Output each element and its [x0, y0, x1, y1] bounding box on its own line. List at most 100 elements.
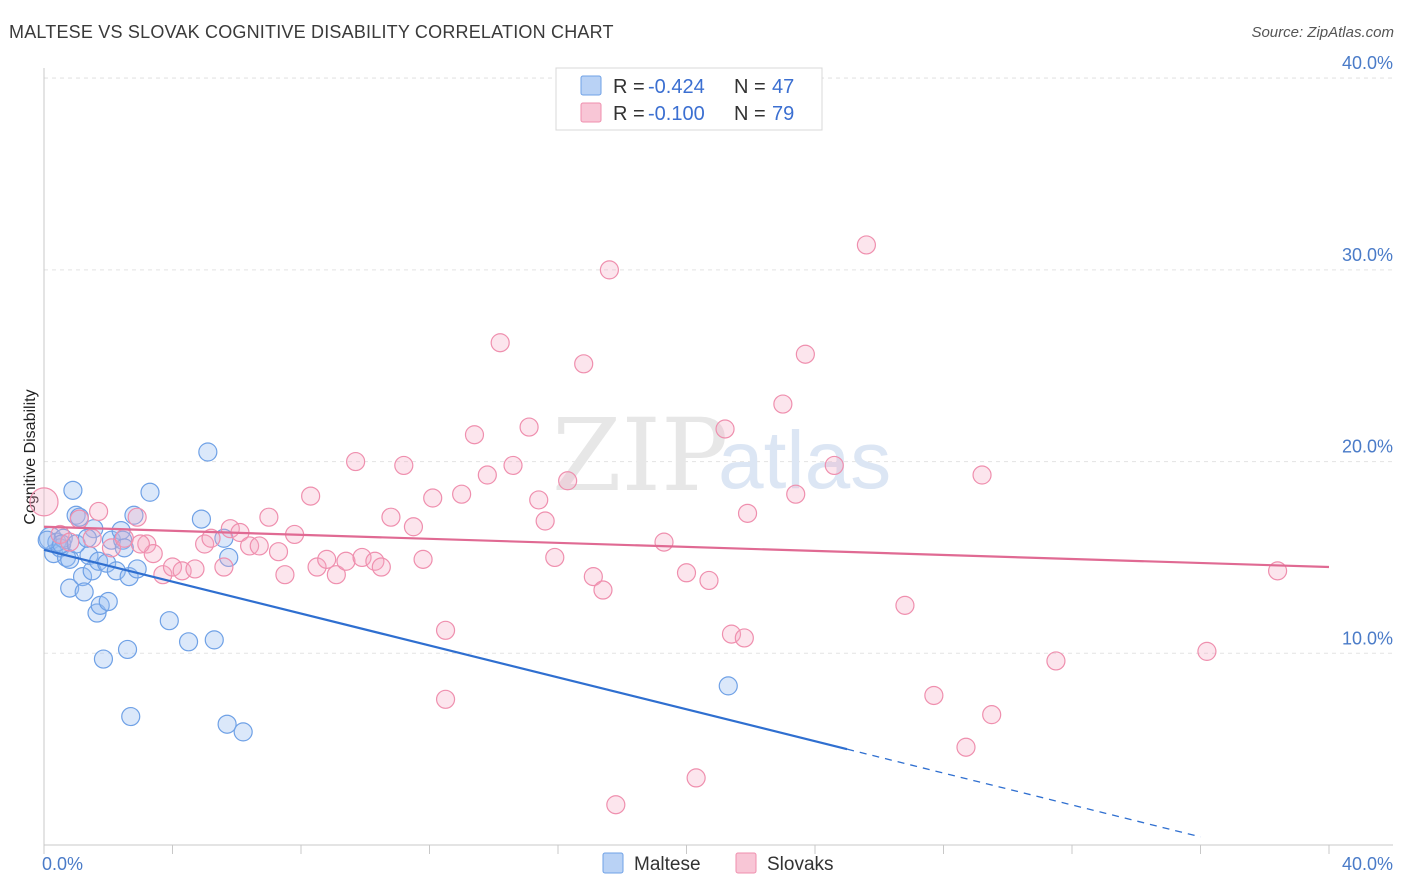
bottom-legend-label-maltese: Maltese — [634, 854, 701, 875]
slovaks-point-9 — [137, 534, 157, 554]
slovaks-point-46 — [503, 455, 523, 476]
slovaks-point-30 — [336, 551, 356, 571]
slovaks-point-34 — [371, 557, 391, 577]
slovaks-point-65 — [773, 394, 793, 414]
slovaks-point-50 — [545, 547, 565, 568]
slovaks-point-6 — [101, 538, 122, 558]
slovaks-point-20 — [240, 536, 260, 556]
slovaks-point-35 — [381, 507, 401, 527]
slovaks-point-36 — [394, 455, 414, 476]
slovaks-point-72 — [956, 737, 976, 757]
x-tick-label-min: 0.0% — [42, 854, 83, 874]
slovaks-point-51 — [558, 471, 578, 491]
grid-lines — [44, 77, 1393, 654]
slovaks-point-58 — [676, 563, 697, 583]
maltese-point-29 — [121, 706, 141, 727]
legend-swatch-maltese — [580, 75, 602, 96]
slovaks-point-38 — [413, 549, 433, 569]
chart-title: MALTESE VS SLOVAK COGNITIVE DISABILITY C… — [9, 22, 614, 42]
legend-n-value-slovaks: 79 — [772, 103, 794, 125]
slovaks-point-49 — [535, 511, 555, 531]
slovaks-point-14 — [185, 559, 205, 579]
slovaks-point-67 — [795, 344, 815, 364]
maltese-point-33 — [159, 611, 179, 631]
maltese-point-16 — [87, 603, 107, 623]
slovaks-point-29 — [326, 565, 346, 585]
trend-lines — [43, 525, 1330, 838]
x-axis-ticks — [43, 845, 1330, 854]
legend-n-label-slovaks: N = — [734, 103, 766, 125]
scatter-points — [29, 235, 1288, 815]
slovaks-point-40 — [435, 620, 456, 640]
bottom-legend-swatch-maltese — [602, 852, 624, 874]
maltese-point-21 — [98, 591, 118, 612]
legend-n-label-maltese: N = — [734, 76, 766, 98]
maltese-point-30 — [124, 505, 144, 525]
legend-r-label-slovaks: R = — [613, 103, 645, 125]
slovaks-point-74 — [982, 705, 1002, 725]
maltese-point-8 — [63, 480, 83, 500]
legend-r-label-maltese: R = — [613, 76, 645, 98]
slovaks-point-60 — [699, 570, 719, 591]
slovaks-point-7 — [114, 528, 134, 548]
maltese-point-41 — [233, 722, 253, 742]
slovaks-point-57 — [654, 532, 674, 552]
slovaks-point-48 — [529, 490, 549, 510]
slovaks-point-78 — [130, 534, 150, 554]
slovaks-point-76 — [1197, 641, 1217, 661]
slovaks-point-26 — [301, 486, 321, 506]
maltese-trend-line — [43, 548, 848, 751]
slovaks-point-17 — [214, 557, 234, 577]
maltese-point-44 — [52, 534, 72, 554]
slovaks-point-63 — [734, 628, 754, 648]
slovaks-point-8 — [127, 507, 147, 527]
slovaks-point-22 — [259, 507, 279, 527]
bottom-legend: Maltese Slovaks — [602, 852, 834, 875]
legend-r-value-maltese: -0.424 — [648, 76, 705, 98]
legend-r-value-slovaks: -0.100 — [648, 103, 705, 125]
slovaks-point-56 — [606, 795, 626, 815]
slovaks-point-27 — [307, 557, 327, 577]
slovaks-point-71 — [924, 685, 944, 706]
legend-n-value-maltese: 47 — [772, 76, 794, 98]
slovaks-point-42 — [452, 484, 472, 504]
slovaks-point-44 — [477, 465, 497, 485]
slovaks-point-28 — [317, 549, 337, 569]
maltese-point-39 — [219, 547, 239, 568]
slovaks-point-75 — [1046, 651, 1066, 671]
maltese-point-36 — [198, 442, 218, 462]
source-label: Source: ZipAtlas.com — [1251, 24, 1394, 41]
y-tick-label-1: 20.0% — [1342, 437, 1393, 457]
slovaks-point-66 — [786, 484, 806, 504]
y-tick-label-3: 40.0% — [1342, 53, 1393, 73]
bottom-legend-swatch-slovaks — [735, 852, 757, 874]
slovaks-point-5 — [89, 501, 109, 522]
slovaks-point-23 — [268, 542, 289, 562]
slovaks-point-73 — [972, 465, 992, 485]
maltese-point-7 — [60, 578, 80, 598]
slovaks-point-68 — [824, 455, 844, 476]
slovaks-point-4 — [82, 528, 102, 548]
maltese-point-27 — [117, 639, 138, 660]
maltese-point-35 — [191, 509, 212, 529]
slovaks-point-37 — [403, 517, 424, 537]
slovaks-point-1 — [50, 524, 70, 545]
top-legend: R = -0.424 N = 47 R = -0.100 N = 79 — [555, 67, 823, 131]
slovaks-point-47 — [519, 417, 539, 437]
watermark-zip: ZIP — [552, 397, 728, 514]
slovaks-point-10 — [143, 544, 163, 564]
bottom-legend-label-slovaks: Slovaks — [767, 854, 834, 875]
y-tick-label-0: 10.0% — [1342, 628, 1393, 648]
slovaks-point-70 — [895, 595, 915, 615]
slovaks-point-2 — [60, 532, 80, 552]
slovaks-point-64 — [737, 503, 758, 523]
y-axis-tick-labels: 10.0% 20.0% 30.0% 40.0% — [1342, 53, 1393, 648]
slovaks-point-45 — [490, 333, 510, 353]
slovaks-point-53 — [583, 567, 603, 587]
slovaks-point-55 — [599, 260, 620, 280]
legend-swatch-slovaks — [580, 102, 602, 123]
y-tick-label-2: 30.0% — [1342, 245, 1393, 265]
slovaks-point-16 — [201, 528, 221, 548]
slovaks-point-3 — [69, 509, 89, 529]
